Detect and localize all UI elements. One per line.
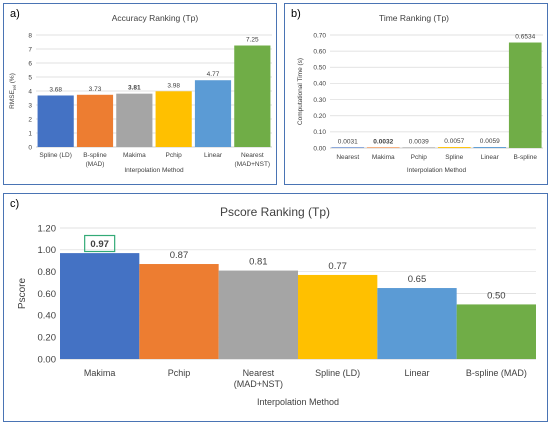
chart-a-ytick-label: 6	[28, 60, 32, 67]
chart-b-bar	[508, 42, 542, 149]
chart-a-ytick-label: 4	[28, 88, 32, 95]
chart-b-ytick-label: 0.30	[313, 97, 326, 104]
chart-a-ytick-label: 5	[28, 74, 32, 81]
chart-c-category-label: Linear	[404, 368, 429, 378]
chart-a-category-label: (MAD+NST)	[235, 161, 271, 168]
chart-a-ytick-label: 0	[28, 144, 32, 151]
chart-a-bar	[194, 80, 232, 147]
chart-b-value-label: 0.0031	[338, 138, 358, 145]
chart-c-bar	[60, 253, 140, 359]
chart-c-category-label: B-spline (MAD)	[466, 368, 527, 378]
chart-b-xlabel: Interpolation Method	[407, 167, 467, 174]
chart-b-bar	[366, 147, 400, 148]
panel-letter-b: b)	[291, 8, 301, 20]
chart-a-ytick-label: 3	[28, 102, 32, 109]
chart-b-category-label: Spline	[445, 154, 463, 161]
chart-a-bar	[76, 94, 114, 147]
chart-c-ytick-label: 0.40	[38, 311, 57, 322]
chart-b-ylabel: Computational Time (s)	[297, 58, 304, 125]
chart-b-ytick-label: 0.00	[313, 145, 326, 152]
chart-a-value-label: 3.73	[89, 86, 102, 93]
chart-c-value-label: 0.77	[328, 261, 347, 272]
chart-c-ylabel: Pscore	[17, 278, 28, 310]
chart-a-bar	[234, 45, 271, 147]
chart-a-title: Accuracy Ranking (Tp)	[112, 13, 199, 23]
chart-a-value-label: 7.25	[246, 37, 259, 44]
chart-c-bar	[139, 264, 219, 359]
chart-a-category-label: Linear	[204, 152, 223, 159]
chart-b-category-label: Linear	[481, 154, 500, 161]
chart-c-category-label: Pchip	[168, 368, 191, 378]
panel-letter-c: c)	[10, 198, 20, 210]
chart-c-value-label: 0.81	[249, 257, 268, 268]
chart-a-bar	[37, 95, 74, 147]
chart-c-ytick-label: 1.20	[38, 223, 57, 234]
chart-c-category-label: Nearest	[243, 368, 275, 378]
chart-b-bar	[437, 147, 471, 148]
chart-b-ytick-label: 0.20	[313, 113, 326, 120]
chart-b-value-label: 0.0059	[480, 138, 500, 145]
chart-a-value-label: 3.98	[167, 82, 180, 89]
chart-a-category-label: Makima	[123, 152, 146, 159]
chart-b-category-label: Makima	[372, 154, 395, 161]
chart-b-ytick-label: 0.10	[313, 129, 326, 136]
chart-c-title: Pscore Ranking (Tp)	[220, 205, 330, 219]
chart-a-ytick-label: 1	[28, 130, 32, 137]
chart-c-value-label: 0.87	[170, 250, 189, 261]
chart-a-value-label: 3.68	[49, 86, 62, 93]
chart-c-ytick-label: 0.60	[38, 289, 57, 300]
chart-b-value-label: 0.6534	[515, 34, 535, 41]
chart-a-value-label: 4.77	[207, 71, 220, 78]
chart-c-bar	[218, 270, 298, 359]
chart-c-ytick-label: 1.00	[38, 245, 57, 256]
chart-b-ytick-label: 0.40	[313, 81, 326, 88]
chart-a-bar	[155, 91, 192, 147]
chart-b-ytick-label: 0.60	[313, 48, 326, 55]
chart-a-ytick-label: 8	[28, 32, 32, 39]
chart-b-value-label: 0.0039	[409, 138, 429, 145]
chart-c-bar	[377, 288, 457, 359]
chart-c-category-label: Makima	[84, 368, 116, 378]
chart-b-category-label: Pchip	[411, 154, 428, 161]
chart-b-ytick-label: 0.70	[313, 32, 326, 39]
chart-c-bar	[298, 274, 378, 359]
chart-b-bar	[473, 147, 507, 148]
chart-b-title: Time Ranking (Tp)	[379, 13, 449, 23]
panel-letter-a: a)	[10, 8, 20, 20]
chart-c-value-label: 0.65	[408, 274, 427, 285]
chart-b-bar	[402, 147, 436, 148]
chart-a-category-label: B-spline	[83, 152, 107, 159]
chart-a-category-label: Pchip	[166, 152, 183, 159]
chart-a-bar	[116, 93, 153, 147]
chart-b-bar	[331, 147, 365, 148]
chart-a-category-label: Spline (LD)	[39, 152, 72, 159]
chart-c-value-label: 0.97	[90, 239, 109, 250]
chart-b-value-label: 0.0032	[373, 138, 393, 145]
chart-c-ytick-label: 0.80	[38, 267, 57, 278]
chart-c-value-label: 0.50	[487, 290, 506, 301]
chart-c-ytick-label: 0.20	[38, 332, 57, 343]
chart-a-ylabel: RMSErel (%)	[9, 73, 17, 109]
panel-b	[284, 3, 548, 185]
chart-c-bar	[456, 304, 536, 359]
chart-a-ytick-label: 2	[28, 116, 32, 123]
chart-c-category-label: (MAD+NST)	[234, 379, 283, 389]
chart-c-xlabel: Interpolation Method	[257, 397, 339, 407]
chart-b-ytick-label: 0.50	[313, 65, 326, 72]
chart-c-ytick-label: 0.00	[38, 354, 57, 365]
chart-c-highlight-box	[84, 234, 116, 253]
chart-b-value-label: 0.0057	[444, 138, 464, 145]
chart-a-value-label: 3.81	[128, 85, 141, 92]
chart-b-category-label: Nearest	[336, 154, 359, 161]
chart-a-category-label: (MAD)	[86, 161, 105, 168]
chart-b-category-label: B-spline	[514, 154, 538, 161]
chart-a-category-label: Nearest	[241, 152, 264, 159]
chart-c-category-label: Spline (LD)	[315, 368, 360, 378]
chart-a-xlabel: Interpolation Method	[124, 167, 184, 174]
chart-a-ytick-label: 7	[28, 46, 32, 53]
